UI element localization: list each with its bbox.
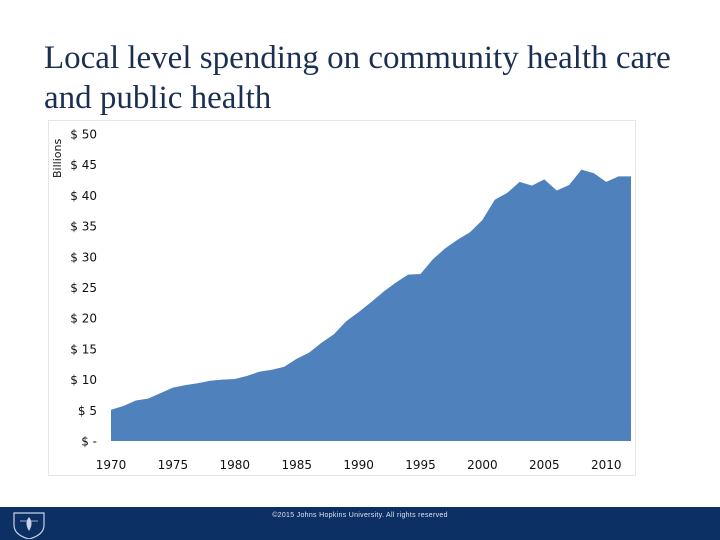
copyright-text: ©2015 Johns Hopkins University. All righ… [272, 512, 448, 519]
x-tick-label: 1985 [281, 458, 312, 472]
y-tick-label: $ 20 [70, 312, 97, 326]
y-tick-label: $ 15 [70, 342, 97, 356]
university-shield-icon [13, 512, 45, 539]
area-chart: $ 50 $ 45 $ 40 $ 35 $ 30 $ 25 $ 20 $ 15 $ 10 $ 5 $… [70, 128, 631, 472]
x-tick-label: 2010 [591, 458, 622, 472]
y-tick-label: $ 10 [70, 373, 97, 387]
x-tick-label: 1990 [343, 458, 374, 472]
y-axis-ticks: $ 50 $ 45 $ 40 $ 35 $ 30 $ 25 $ 20 $ 15 $ 10 $ 5 $… [70, 128, 97, 449]
y-tick-label: $ 30 [70, 250, 97, 264]
x-tick-label: 1975 [158, 458, 189, 472]
spending-area-series [111, 169, 631, 441]
y-axis-label-holder: Billions [51, 139, 64, 178]
y-tick-label: $ 40 [70, 189, 97, 203]
y-tick-label: $ - [81, 435, 97, 449]
y-tick-label: $ 35 [70, 220, 97, 234]
y-tick-label: $ 5 [78, 404, 97, 418]
y-axis-label: Billions [51, 139, 64, 178]
x-tick-label: 1970 [96, 458, 127, 472]
y-tick-label: $ 45 [70, 158, 97, 172]
y-tick-label: $ 50 [70, 128, 97, 142]
x-tick-label: 1980 [220, 458, 251, 472]
slide-title: Local level spending on community health… [44, 40, 671, 116]
footer-bar [0, 507, 720, 540]
x-tick-label: 1995 [405, 458, 436, 472]
y-tick-label: $ 25 [70, 281, 97, 295]
chart-frame: $ 50 $ 45 $ 40 $ 35 $ 30 $ 25 $ 20 $ 15 $ 10 $ 5 $… [48, 120, 636, 476]
x-tick-label: 2000 [467, 458, 498, 472]
x-axis-ticks: 1970 1975 1980 1985 1990 1995 2000 2005 2010 [96, 458, 622, 472]
x-tick-label: 2005 [529, 458, 560, 472]
